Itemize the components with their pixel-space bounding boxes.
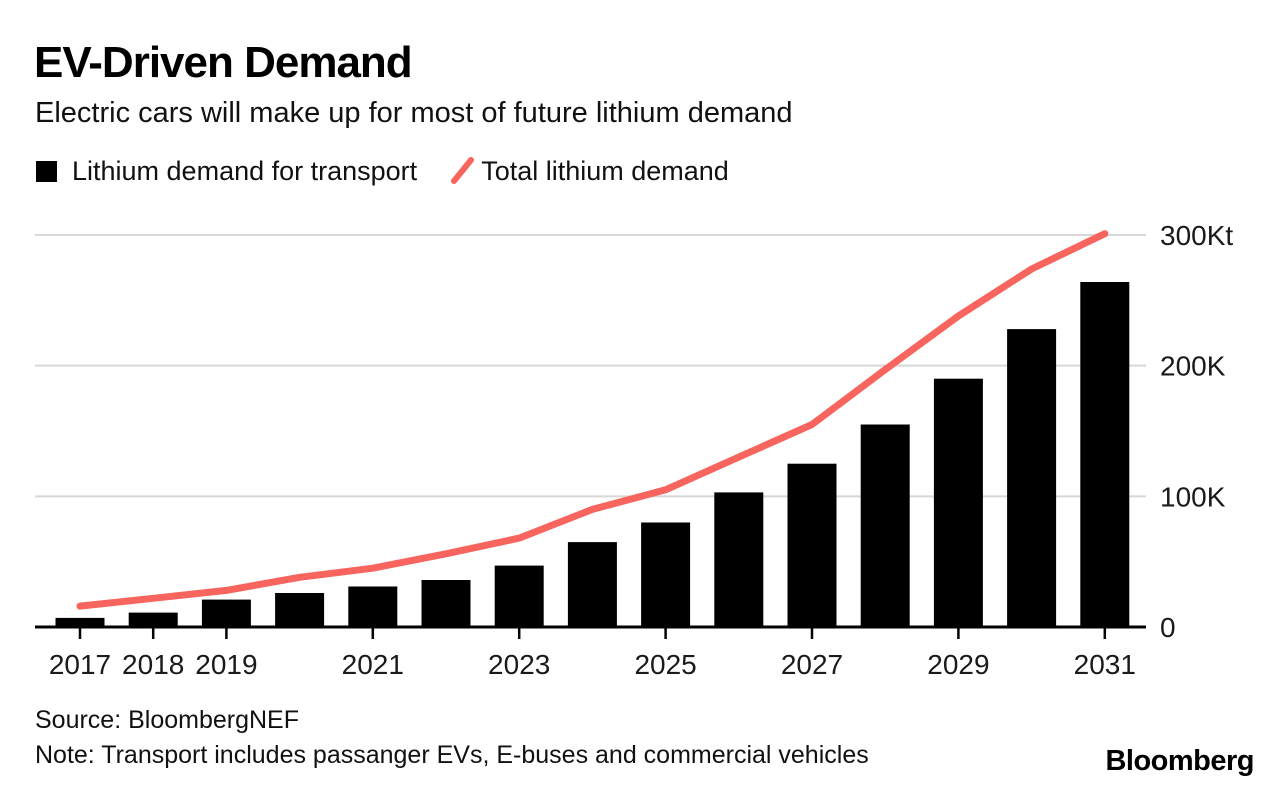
x-axis-label-2031: 2031 bbox=[1074, 649, 1136, 680]
bar-2031 bbox=[1080, 282, 1130, 627]
bloomberg-logo: Bloomberg bbox=[1105, 745, 1254, 777]
bar-2030 bbox=[1007, 329, 1057, 627]
bar-2022 bbox=[421, 580, 471, 627]
bar-2018 bbox=[128, 612, 178, 627]
x-axis-label-2027: 2027 bbox=[781, 649, 843, 680]
bar-2029 bbox=[933, 378, 983, 627]
bar-2026 bbox=[714, 492, 764, 627]
bar-2021 bbox=[348, 586, 398, 627]
y-axis-label-0: 0 bbox=[1160, 612, 1176, 643]
x-axis-label-2021: 2021 bbox=[342, 649, 404, 680]
x-axis-label-2029: 2029 bbox=[927, 649, 989, 680]
bar-2019 bbox=[201, 599, 251, 627]
bar-series-swatch bbox=[36, 160, 57, 182]
bar-2024 bbox=[567, 542, 617, 627]
x-axis-label-2019: 2019 bbox=[195, 649, 257, 680]
page-title: EV-Driven Demand bbox=[34, 38, 413, 87]
y-axis-label-200K: 200K bbox=[1160, 351, 1226, 382]
bar-2020 bbox=[275, 593, 325, 627]
bar-2025 bbox=[641, 522, 691, 627]
source-text: Source: BloombergNEF bbox=[35, 706, 300, 734]
bar-2017 bbox=[55, 617, 105, 627]
x-axis-label-2018: 2018 bbox=[122, 649, 184, 680]
bar-2028 bbox=[860, 424, 910, 627]
line-slash-icon bbox=[447, 156, 477, 186]
total-lithium-demand-line bbox=[76, 230, 1109, 610]
y-axis-label-300Kt: 300Kt bbox=[1160, 220, 1233, 251]
bar-2027 bbox=[787, 463, 837, 627]
note-text: Note: Transport includes passanger EVs, … bbox=[35, 741, 869, 769]
x-axis-label-2025: 2025 bbox=[634, 649, 696, 680]
y-axis-label-100K: 100K bbox=[1160, 481, 1226, 512]
bar-2023 bbox=[494, 565, 544, 627]
x-axis-label-2017: 2017 bbox=[49, 649, 111, 680]
chart-legend: Lithium demand for transport Total lithi… bbox=[36, 155, 729, 187]
bar-series-label: Lithium demand for transport bbox=[72, 155, 418, 186]
x-axis-label-2023: 2023 bbox=[488, 649, 550, 680]
chart-subtitle: Electric cars will make up for most of f… bbox=[35, 97, 793, 129]
line-series-label: Total lithium demand bbox=[481, 155, 729, 186]
